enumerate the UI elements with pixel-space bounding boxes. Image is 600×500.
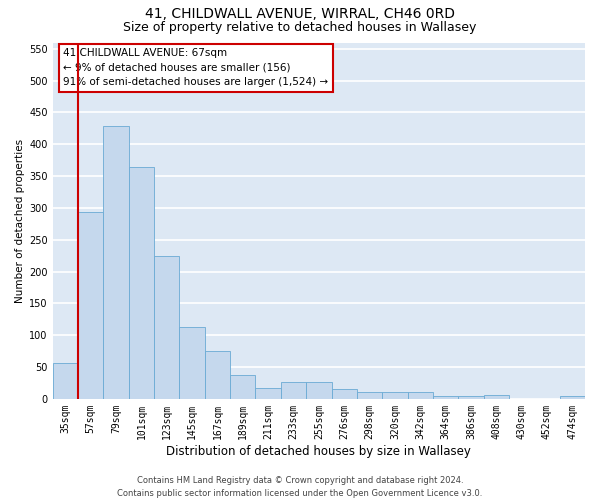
Bar xyxy=(230,374,256,399)
Bar xyxy=(78,212,103,399)
Bar xyxy=(256,388,281,399)
Bar xyxy=(179,327,205,399)
Bar xyxy=(407,392,433,399)
Bar xyxy=(306,382,332,399)
Text: 41 CHILDWALL AVENUE: 67sqm
← 9% of detached houses are smaller (156)
91% of semi: 41 CHILDWALL AVENUE: 67sqm ← 9% of detac… xyxy=(63,48,328,88)
Text: Size of property relative to detached houses in Wallasey: Size of property relative to detached ho… xyxy=(124,21,476,34)
Bar xyxy=(560,396,585,399)
Bar xyxy=(154,256,179,399)
Y-axis label: Number of detached properties: Number of detached properties xyxy=(15,138,25,302)
Bar xyxy=(103,126,129,399)
X-axis label: Distribution of detached houses by size in Wallasey: Distribution of detached houses by size … xyxy=(166,444,471,458)
Bar xyxy=(281,382,306,399)
Text: Contains HM Land Registry data © Crown copyright and database right 2024.
Contai: Contains HM Land Registry data © Crown c… xyxy=(118,476,482,498)
Bar xyxy=(484,395,509,399)
Text: 41, CHILDWALL AVENUE, WIRRAL, CH46 0RD: 41, CHILDWALL AVENUE, WIRRAL, CH46 0RD xyxy=(145,8,455,22)
Bar xyxy=(205,351,230,399)
Bar xyxy=(129,166,154,399)
Bar xyxy=(53,362,78,399)
Bar xyxy=(458,396,484,399)
Bar xyxy=(382,392,407,399)
Bar xyxy=(332,390,357,399)
Bar xyxy=(433,396,458,399)
Bar xyxy=(357,392,382,399)
